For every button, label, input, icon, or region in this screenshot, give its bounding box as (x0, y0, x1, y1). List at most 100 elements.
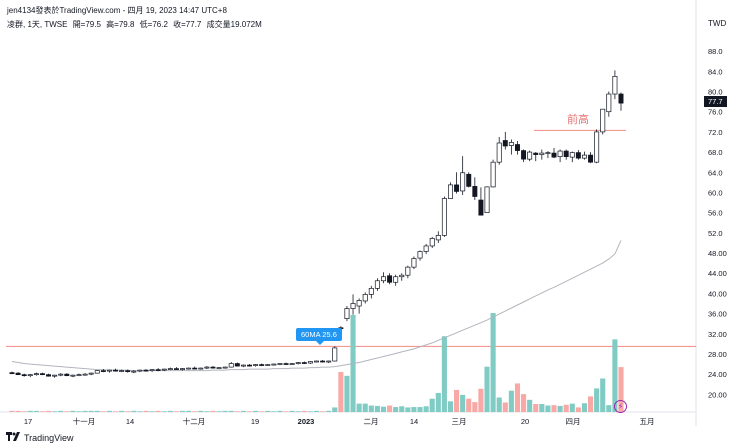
x-tick-label: 20 (521, 417, 529, 426)
volume-bar (52, 411, 58, 412)
candle-body (198, 367, 204, 370)
candle (125, 369, 131, 373)
ma60-label[interactable]: 60MA 25.6 (296, 328, 342, 345)
candle (167, 367, 173, 371)
candle (76, 373, 82, 377)
last-price-tag: 77.7 (704, 96, 727, 107)
candle-body (76, 374, 82, 377)
candle-body (521, 150, 527, 160)
volume-bar (575, 407, 581, 412)
tradingview-brand[interactable]: TradingView (24, 432, 74, 443)
tradingview-logo-icon[interactable] (6, 432, 20, 443)
candle-body (393, 276, 399, 283)
candle (417, 250, 423, 261)
candle (472, 177, 478, 201)
candle (161, 368, 167, 372)
candle-body (106, 369, 112, 372)
y-tick-label: 52.0 (708, 229, 723, 238)
volume-bar (94, 410, 100, 412)
candle-body (423, 245, 429, 252)
candle-body (27, 374, 33, 377)
candle-body (594, 131, 600, 163)
candle-body (265, 364, 271, 366)
x-tick-label: 14 (410, 417, 418, 426)
volume-bar (301, 410, 307, 412)
volume-bar (472, 402, 478, 412)
candle-body (581, 154, 587, 159)
candle (155, 368, 161, 372)
candle-body (417, 251, 423, 259)
candle-body (320, 360, 326, 363)
candle-body (46, 374, 52, 377)
volume-bar (496, 397, 502, 412)
volume-bar (58, 410, 64, 412)
volume-bar (429, 398, 435, 412)
volume-bar (557, 405, 563, 412)
candle (277, 363, 283, 366)
candle-body (88, 372, 94, 375)
candle-body (527, 151, 533, 160)
volume-bar (70, 410, 76, 412)
candle (119, 369, 125, 373)
volume-bar (39, 411, 46, 412)
candle (271, 363, 277, 366)
candle-body (240, 364, 246, 367)
currency-label: TWD (708, 19, 727, 28)
candle (131, 370, 137, 374)
candle-body (167, 368, 173, 370)
candle (447, 182, 453, 199)
candle-body (186, 367, 192, 370)
candle (27, 374, 33, 378)
x-tick-label: 14 (126, 417, 134, 426)
candle (521, 149, 527, 163)
volume-bar (277, 410, 283, 412)
volume-bar (563, 404, 569, 412)
volume-bar (112, 411, 119, 412)
candle-body (314, 360, 319, 363)
candle (326, 360, 332, 364)
candle-body (9, 372, 15, 374)
candle-body (326, 360, 332, 363)
lightning-icon[interactable]: ⚡ (614, 400, 627, 413)
candle-body (502, 140, 508, 147)
candle-body (618, 93, 624, 104)
volume-bar (332, 407, 338, 412)
candle-body (15, 372, 21, 376)
legend-volume: 成交量19.072M (206, 20, 262, 29)
volume-bar (149, 411, 155, 412)
candle (186, 367, 192, 370)
volume-bar (411, 407, 417, 412)
candle (356, 298, 362, 314)
candle (192, 366, 198, 370)
candle-body (295, 362, 301, 364)
y-tick-label: 28.00 (708, 350, 727, 359)
candle-body (271, 363, 277, 366)
legend-open: 開=79.5 (72, 20, 101, 29)
y-tick-label: 32.00 (708, 330, 727, 339)
candle-body (447, 184, 453, 199)
candle (411, 256, 417, 270)
candle-body (575, 152, 581, 159)
candle-body (100, 370, 106, 372)
volume-bar (594, 388, 600, 412)
candle-body (222, 366, 228, 369)
candle-body (155, 369, 161, 371)
volume-bar (228, 410, 234, 412)
volume-bar (173, 411, 179, 412)
candle-body (283, 363, 289, 365)
candle (21, 373, 27, 377)
y-tick-label: 44.00 (708, 269, 727, 278)
volume-bar (313, 410, 320, 412)
x-tick-label: 2023 (298, 417, 315, 426)
candle-body (545, 152, 551, 154)
legend-high: 高=79.8 (106, 20, 135, 29)
candle-body (588, 154, 594, 163)
volume-bar (240, 410, 246, 412)
candle (454, 172, 460, 194)
y-tick-label: 64.0 (708, 168, 723, 177)
candle-body (381, 276, 386, 282)
volume-bar (216, 411, 222, 412)
volume-bar (119, 410, 125, 412)
volume-bar (447, 401, 454, 412)
candle (94, 370, 100, 374)
